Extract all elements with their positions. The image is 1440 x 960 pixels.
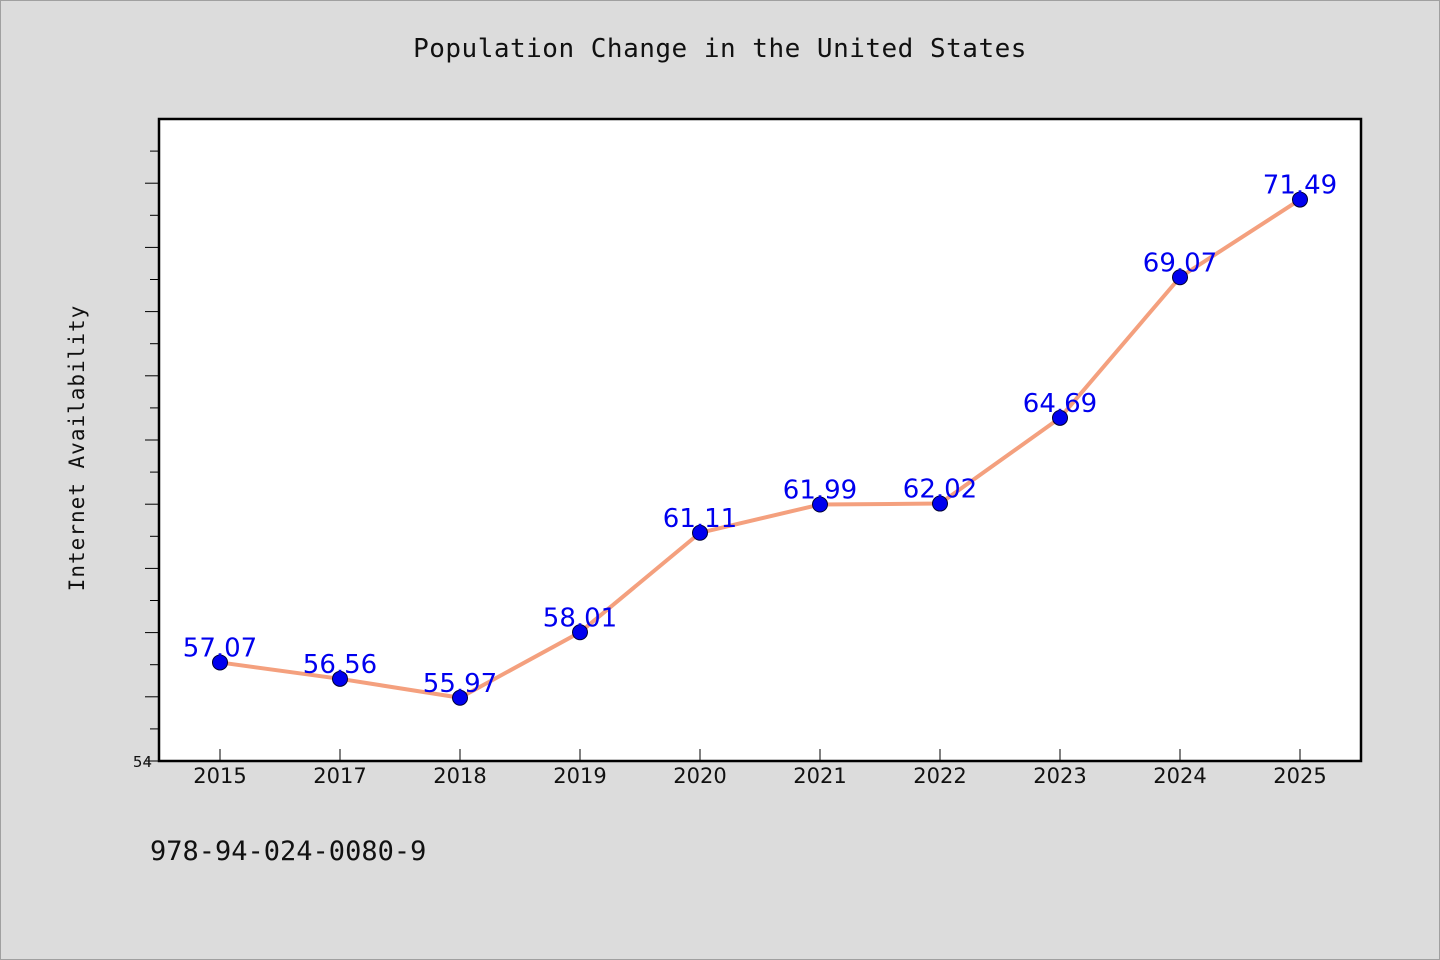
data-point [692, 524, 708, 541]
x-tick-label: 2024 [1153, 764, 1206, 788]
data-label: 62.02 [903, 475, 977, 505]
data-label: 61.11 [663, 504, 737, 534]
data-label: 61.99 [783, 476, 857, 506]
x-tick-label: 2017 [313, 764, 366, 788]
data-label: 58.01 [543, 603, 617, 633]
data-labels: 57.07 56.56 55.97 58.01 61.11 61.99 62.02 64.69… [183, 171, 1337, 699]
x-tick-label: 2025 [1273, 764, 1326, 788]
data-markers [212, 191, 1308, 706]
x-tick-label: 2023 [1033, 764, 1086, 788]
data-label: 57.07 [183, 633, 257, 663]
data-point [572, 624, 588, 641]
x-tick-label: 2015 [193, 764, 246, 788]
data-point [1052, 409, 1068, 426]
series-line [218, 197, 1302, 700]
plot-area [157, 117, 1363, 763]
x-tick-label: 2021 [793, 764, 846, 788]
y-tick-label: 54 [133, 753, 152, 771]
footer-isbn: 978-94-024-0080-9 [150, 836, 427, 867]
x-tick-label: 2020 [673, 764, 726, 788]
x-tick-label: 2018 [433, 764, 486, 788]
data-point [452, 689, 468, 706]
x-tick-label: 2022 [913, 764, 966, 788]
data-label: 71.49 [1263, 171, 1337, 201]
data-point [212, 654, 228, 671]
data-point [1172, 269, 1188, 286]
x-tick-label: 2019 [553, 764, 606, 788]
data-label: 69.07 [1143, 248, 1217, 278]
data-label: 55.97 [423, 669, 497, 699]
y-axis-ticks: 54 [133, 150, 159, 771]
x-axis-ticks: 2015 2017 2018 2019 2020 2021 2022 2023 2024 2025 [193, 749, 1327, 788]
data-label: 64.69 [1023, 389, 1097, 419]
data-point [812, 496, 828, 513]
data-point [932, 495, 948, 512]
chart-title: Population Change in the United States [413, 34, 1027, 64]
data-label: 56.56 [303, 650, 377, 680]
data-point [332, 670, 348, 687]
data-point [1292, 191, 1308, 208]
